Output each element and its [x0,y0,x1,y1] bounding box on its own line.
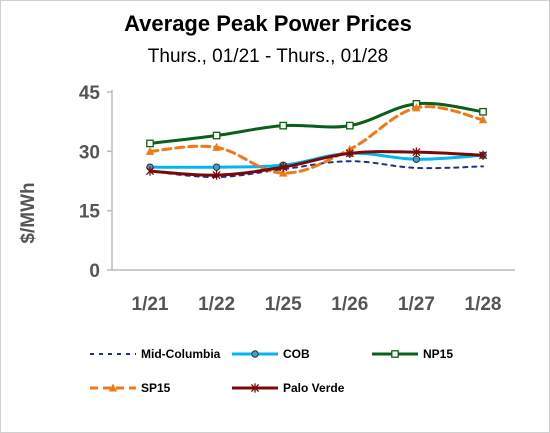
legend-label: Mid-Columbia [141,347,221,361]
legend: Mid-Columbia COB NP15 SP15 Palo Verde [90,347,453,395]
x-tick-label: 1/27 [398,294,435,315]
data-point [412,147,421,157]
data-point [145,146,155,155]
series-line [148,150,485,177]
y-axis-label: $/MWh [18,182,39,243]
legend-label: NP15 [423,347,453,361]
x-tick-label: 1/26 [331,294,368,315]
legend-item: Mid-Columbia [90,347,221,361]
data-point [279,168,288,177]
legend-item: Palo Verde [232,381,345,395]
chart-subtitle: Thurs., 01/21 - Thurs., 01/28 [148,46,388,67]
data-point [212,131,221,140]
x-tick-label: 1/21 [132,294,169,315]
legend-label: Palo Verde [283,381,345,395]
data-point [212,170,221,180]
series-line [148,101,485,145]
x-tick-label: 1/22 [198,294,235,315]
x-tick-label: 1/25 [265,294,302,315]
chart-title: Average Peak Power Prices [124,11,412,36]
data-point [478,150,488,160]
legend-label: SP15 [141,381,171,395]
data-point [145,166,155,176]
data-point [412,155,421,163]
data-point [250,383,260,393]
series-palo-verde [145,147,488,180]
series-lines [145,100,488,180]
axes: 0 15 30 45 1/21 1/22 1/25 1/26 1/27 1/28 [79,83,515,315]
y-tick-label: 30 [79,142,100,163]
data-point [279,162,288,172]
legend-item: NP15 [372,347,453,361]
data-point [146,139,154,148]
data-point [251,350,259,358]
y-tick-label: 45 [79,83,101,104]
data-point [212,163,221,171]
data-point [479,107,487,116]
data-point [478,115,488,124]
data-point [108,383,118,392]
data-point [279,121,288,130]
data-point [345,121,354,130]
data-point [345,148,354,158]
legend-label: COB [283,347,310,361]
data-point [391,350,399,358]
y-tick-label: 15 [79,202,101,223]
data-point [412,103,421,112]
legend-item: SP15 [90,381,171,395]
x-tick-label: 1/28 [465,294,502,315]
y-tick-label: 0 [89,261,100,282]
legend-item: COB [232,347,310,361]
series-line [148,105,485,175]
series-sp15 [145,103,488,177]
data-point [212,142,221,151]
